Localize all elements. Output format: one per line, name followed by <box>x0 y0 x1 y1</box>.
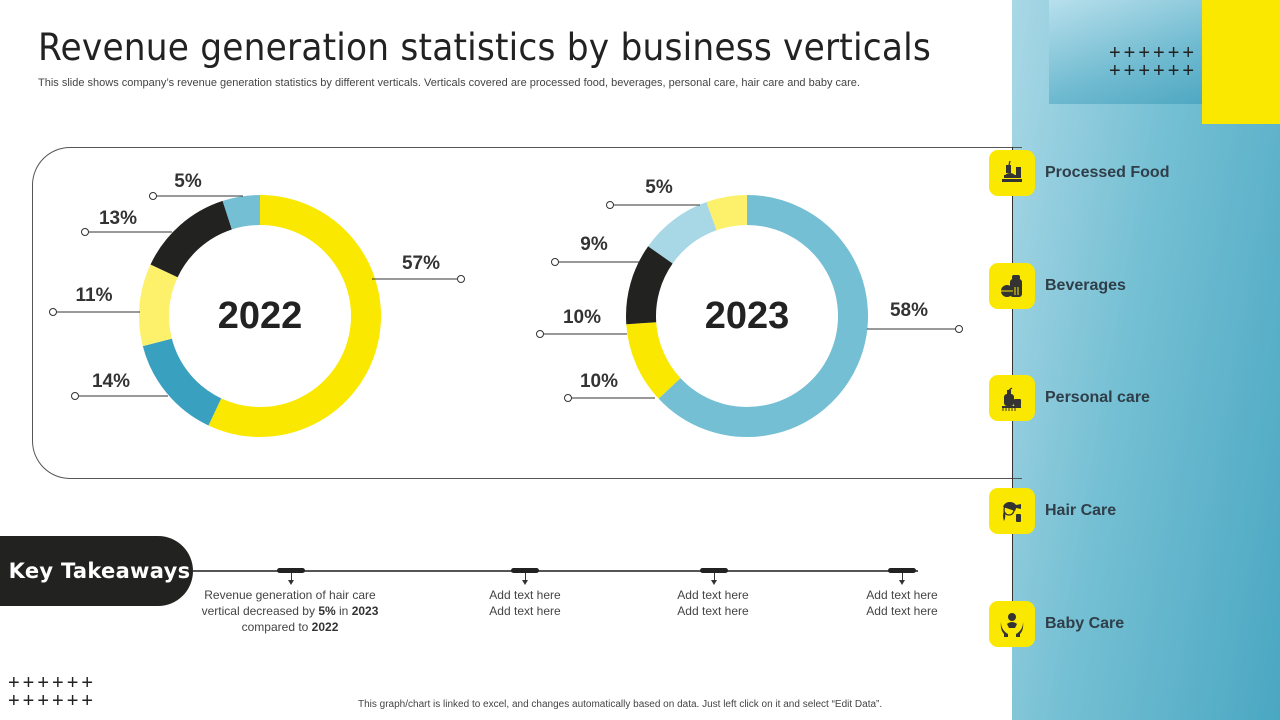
takeaway-text-4[interactable]: Add text here Add text here <box>866 588 938 618</box>
data-label: 5% <box>174 171 202 192</box>
takeaway-text-2[interactable]: Add text here Add text here <box>489 588 561 618</box>
donut-center-label: 2022 <box>218 295 303 337</box>
plus-pattern-bottom: ++++++ ++++++ <box>8 672 97 712</box>
leader-dot <box>564 394 572 402</box>
legend-label: Personal care <box>1045 389 1150 406</box>
arrow-head-icon <box>711 580 717 585</box>
arrow-head-icon <box>288 580 294 585</box>
donut-chart-2023: 58% 10% 10% 9% 5% 2023 <box>536 177 963 437</box>
hair-care-icon <box>989 488 1035 534</box>
donut-segment[interactable] <box>706 195 748 231</box>
donut-segment[interactable] <box>150 200 233 278</box>
arrow-down-icon <box>525 573 526 581</box>
page-title: Revenue generation statistics by busines… <box>38 26 931 69</box>
leader-dot <box>81 228 89 236</box>
donut-segment[interactable] <box>626 246 673 325</box>
data-label: 57% <box>402 253 440 274</box>
timeline-marker <box>277 568 305 573</box>
legend-connector-line <box>1012 147 1014 602</box>
chart-container-box <box>32 147 1022 479</box>
data-label: 9% <box>580 234 608 255</box>
plus-row: ++++++ <box>1109 42 1198 64</box>
data-label: 10% <box>563 307 601 328</box>
arrow-down-icon <box>291 573 292 581</box>
arrow-down-icon <box>714 573 715 581</box>
legend-item-processed-food: Processed Food <box>989 150 1169 196</box>
plus-row: ++++++ <box>8 672 97 694</box>
plus-row: ++++++ <box>8 690 97 712</box>
legend-label: Baby Care <box>1045 615 1125 632</box>
page-subtitle: This slide shows company’s revenue gener… <box>38 77 860 89</box>
arrow-head-icon <box>899 580 905 585</box>
key-takeaways-label: Key Takeaways <box>8 559 191 583</box>
leader-dot <box>71 392 79 400</box>
leader-dot <box>955 325 963 333</box>
arrow-down-icon <box>902 573 903 581</box>
leader-dot <box>49 308 57 316</box>
timeline-marker <box>511 568 539 573</box>
arrow-head-icon <box>522 580 528 585</box>
footer-note: This graph/chart is linked to excel, and… <box>358 699 883 710</box>
data-label: 5% <box>645 177 673 198</box>
leader-dot <box>606 201 614 209</box>
takeaways-timeline <box>193 570 918 572</box>
panel-inner-square <box>1049 0 1219 104</box>
timeline-marker <box>888 568 916 573</box>
plus-row: ++++++ <box>1109 60 1198 82</box>
beverages-icon <box>989 263 1035 309</box>
donut-chart-2022: 57% 14% 11% 13% 5% 2022 <box>49 171 465 437</box>
plus-pattern-top: ++++++ ++++++ <box>1109 42 1198 82</box>
donut-segment[interactable] <box>208 195 381 437</box>
panel-yellow-block <box>1202 0 1280 124</box>
legend-item-personal-care: Personal care <box>989 375 1150 421</box>
legend-item-beverages: Beverages <box>989 263 1126 309</box>
donut-segment[interactable] <box>142 338 222 426</box>
leader-dot <box>149 192 157 200</box>
legend-item-hair-care: Hair Care <box>989 488 1116 534</box>
data-label: 58% <box>890 300 928 321</box>
donut-center-label: 2023 <box>705 295 790 337</box>
legend-item-baby-care: Baby Care <box>989 601 1124 647</box>
data-label: 14% <box>92 371 130 392</box>
baby-care-icon <box>989 601 1035 647</box>
data-label: 11% <box>76 285 113 306</box>
processed-food-icon <box>989 150 1035 196</box>
legend-label: Hair Care <box>1045 502 1117 519</box>
personal-care-icon <box>989 375 1035 421</box>
leader-dot <box>457 275 465 283</box>
key-takeaways-badge: Key Takeaways <box>0 536 193 606</box>
timeline-marker <box>700 568 728 573</box>
takeaway-text-1: Revenue generation of hair care vertical… <box>201 588 379 634</box>
leader-dot <box>536 330 544 338</box>
data-label: 13% <box>99 208 137 229</box>
donut-segment[interactable] <box>222 195 261 230</box>
legend-label: Processed Food <box>1045 164 1170 181</box>
donut-segment[interactable] <box>648 201 718 264</box>
data-label: 10% <box>580 371 618 392</box>
donut-segment[interactable] <box>658 195 868 437</box>
leader-dot <box>551 258 559 266</box>
takeaway-text-3[interactable]: Add text here Add text here <box>677 588 749 618</box>
donut-segment[interactable] <box>139 264 178 347</box>
donut-segment[interactable] <box>626 321 681 399</box>
legend-label: Beverages <box>1045 277 1126 294</box>
